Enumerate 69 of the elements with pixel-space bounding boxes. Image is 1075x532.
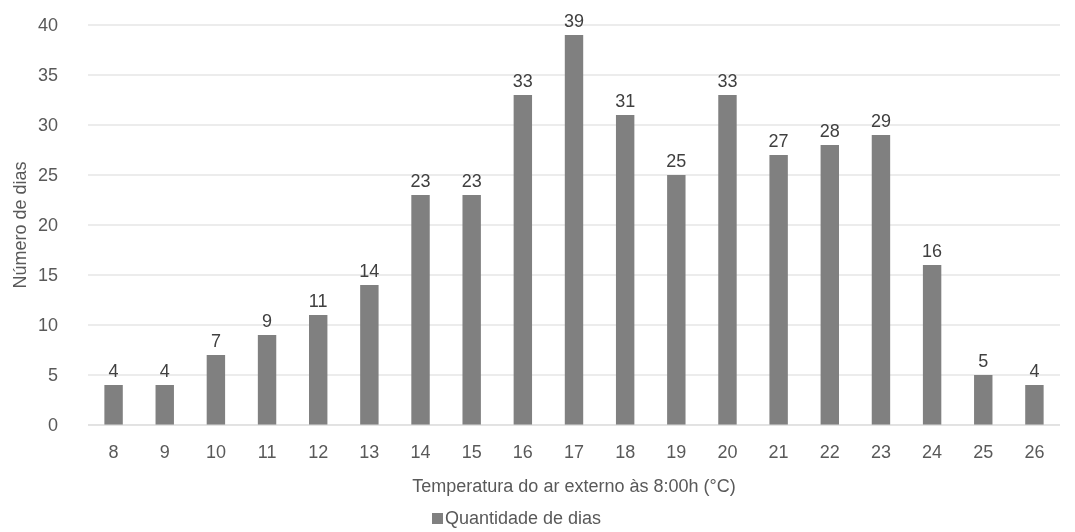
data-label: 11 [308,291,328,311]
data-label: 28 [819,121,840,141]
x-tick-label: 16 [512,442,533,462]
y-tick-label: 0 [47,415,58,436]
bar [206,355,226,425]
data-label: 31 [615,91,636,111]
x-tick-label: 8 [108,442,119,462]
bar [974,375,993,425]
x-tick-label: 9 [159,442,170,462]
x-tick-label: 22 [819,442,840,462]
data-label: 7 [210,331,221,351]
bar [257,335,277,425]
bar [871,135,891,425]
data-label: 4 [108,361,119,381]
bar [667,175,686,425]
data-label: 16 [922,241,943,261]
y-axis-title: Número de dias [10,161,30,289]
bar [615,115,635,425]
y-tick-label: 10 [37,315,58,336]
x-tick-label: 17 [563,442,585,462]
bar [360,285,379,425]
bar [769,155,788,425]
y-tick-label: 40 [37,15,58,36]
y-tick-label: 30 [37,115,58,136]
data-label: 23 [461,171,482,191]
bar [922,265,942,425]
bar [1025,385,1044,425]
bar [513,95,533,425]
x-tick-label: 18 [615,442,636,462]
x-tick-label: 25 [973,442,994,462]
y-tick-label: 35 [37,65,58,86]
bar [462,195,481,425]
legend-label: Quantidade de dias [445,508,602,528]
x-tick-label: 10 [205,442,226,462]
bar [718,95,737,425]
bar [104,385,123,425]
x-tick-label: 21 [768,442,789,462]
bar [564,35,584,425]
data-label: 25 [666,151,687,171]
x-tick-label: 24 [922,442,943,462]
bar [155,385,174,425]
data-label: 29 [870,111,891,131]
data-label: 9 [262,311,273,331]
x-tick-label: 19 [666,442,687,462]
y-tick-label: 15 [37,265,58,286]
bar [411,195,430,425]
data-label: 23 [410,171,431,191]
x-tick-label: 12 [308,442,329,462]
x-tick-label: 23 [870,442,891,462]
bar [309,315,328,425]
data-label: 33 [512,71,533,91]
y-tick-label: 5 [47,365,58,386]
x-tick-label: 20 [717,442,738,462]
x-tick-label: 11 [257,442,277,462]
x-tick-label: 13 [359,442,380,462]
bar [820,145,839,425]
y-tick-label: 25 [37,165,58,186]
data-label: 27 [768,131,789,151]
data-label: 33 [717,71,738,91]
data-label: 14 [359,261,380,281]
x-tick-label: 14 [410,442,431,462]
data-label: 4 [1029,361,1040,381]
x-tick-label: 26 [1024,442,1045,462]
y-tick-label: 20 [37,215,58,236]
x-tick-label: 15 [461,442,482,462]
data-label: 39 [563,11,585,31]
x-axis-title: Temperatura do ar externo às 8:00h (°C) [412,476,736,496]
data-label: 5 [978,351,989,371]
data-label: 4 [159,361,170,381]
